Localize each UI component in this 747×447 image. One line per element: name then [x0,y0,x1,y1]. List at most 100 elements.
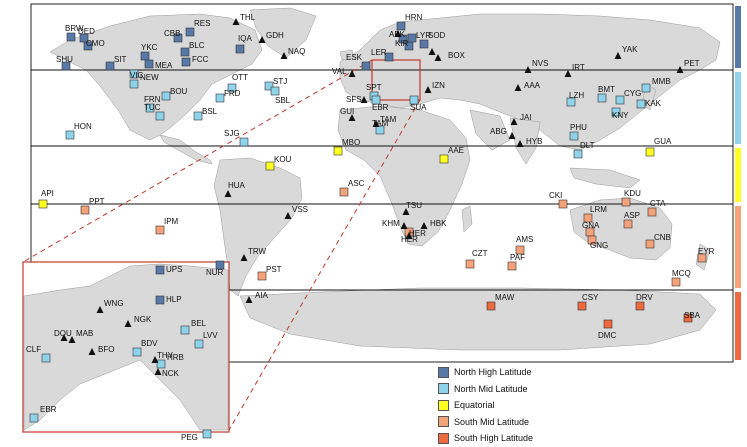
station-marker-hrb [156,359,166,369]
station-triangle-label-gui: GUI [340,107,354,116]
legend-item: South High Latitude [438,430,598,447]
legend-item: North High Latitude [438,364,598,381]
station-marker-ler [384,52,394,62]
station-triangle-gdh [258,36,266,43]
station-triangle-aaa [514,84,522,91]
station-label-peg: PEG [181,433,198,442]
station-label-blc: BLC [189,41,205,50]
legend-swatch [438,366,449,378]
station-marker-esk [361,61,371,71]
station-label-fcc: FCC [192,55,209,64]
station-triangle-yak [614,52,622,59]
legend-swatch [438,383,449,395]
station-marker-mea [144,59,154,69]
station-marker-kou [265,161,275,171]
station-marker-ebr [29,413,39,423]
station-marker-cmo [83,41,93,51]
station-label-bsl: BSL [202,107,218,116]
station-triangle-label-thl: THL [240,13,256,22]
station-label-sba: SBA [684,311,701,320]
station-triangle-label-val: VAL [332,67,347,76]
station-label-mea: MEA [155,61,173,70]
station-triangle-khm [400,222,408,229]
station-marker-sod [419,39,429,49]
legend-swatch [438,432,449,444]
station-triangle-label-gdh: GDH [266,31,284,40]
station-triangle-hyb [516,140,524,147]
station-triangle-her [405,232,413,239]
station-label-tuc: TUC [144,103,161,112]
station-triangle-jai [510,118,518,125]
station-marker-iqa [235,44,245,54]
band-bar-equatorial [735,148,741,202]
station-label-lvv: LVV [203,331,218,340]
station-triangle-label-hua: HUA [228,181,246,190]
station-triangle-label-her: HER [409,229,426,238]
station-label-res: RES [194,19,210,28]
station-marker-stj [264,81,274,91]
station-label-shu: SHU [56,55,73,64]
station-label-frd: FRD [224,89,241,98]
station-marker-lvv [194,339,204,349]
station-label-kdu: KDU [624,189,641,198]
legend-item: North Mid Latitude [438,381,598,398]
legend-swatch [438,399,449,411]
station-triangle-abg [508,132,516,139]
station-triangle-label-aaa: AAA [524,81,541,90]
station-label-iqa: IQA [238,34,252,43]
inset-europe-land [23,263,229,431]
station-marker-pst [257,271,267,281]
station-marker-ebr [371,95,381,105]
station-marker-sua [409,95,419,105]
station-marker-hon [65,130,75,140]
legend: North High Latitude North Mid Latitude Equ… [438,364,598,447]
station-marker-vic [129,79,139,89]
band-bar-south-high [735,292,741,360]
station-marker-frn [145,103,155,113]
station-label-esk: ESK [346,53,363,62]
station-marker-mmb [641,83,651,93]
station-triangle-bfo [88,348,96,355]
station-label-kir: KIR [395,39,409,48]
station-label-mmb: MMB [652,77,671,86]
band-color-bar [735,6,741,360]
station-label-sit: SIT [114,55,127,64]
station-marker-mcq [671,277,681,287]
station-marker-dlt [573,149,583,159]
band-bar-north-high [735,6,741,68]
station-label-cnb: CNB [654,233,671,242]
station-triangle-label-tam: TAM [380,115,397,124]
station-triangle-label-sfs: SFS [346,95,362,104]
station-triangle-label-abg: ABG [490,127,507,136]
station-marker-eyr [697,253,707,263]
station-label-cyg: CYG [624,89,641,98]
station-triangle-label-jai: JAI [520,113,532,122]
station-label-asc: ASC [348,179,365,188]
station-marker-hrn [396,21,406,31]
station-marker-phu [569,131,579,141]
station-label-sod: SOD [428,31,446,40]
band-bar-north-mid [735,72,741,144]
station-marker-lzh [566,97,576,107]
station-triangle-vss [284,212,292,219]
station-marker-kak [636,99,646,109]
station-label-cki: CKI [549,191,562,200]
station-marker-abk [398,34,408,44]
station-label-ler: LER [371,48,387,57]
station-label-cta: CTA [650,199,666,208]
station-label-ebr: EBR [372,103,389,112]
station-label-stj: STJ [273,77,287,86]
station-marker-new [129,69,139,79]
station-marker-frd [215,93,225,103]
legend-swatch [438,416,449,428]
station-label-brw: BRW [65,24,84,33]
station-triangle-val [348,70,356,77]
station-marker-sbl [270,86,280,96]
station-triangle-label-mab: MAB [76,329,93,338]
station-triangle-label-irt: IRT [572,63,585,72]
station-triangle-ngk [124,320,132,327]
station-marker-hlp [155,295,165,305]
station-triangle-label-khm: KHM [382,219,400,228]
station-label-ykc: YKC [141,43,158,52]
